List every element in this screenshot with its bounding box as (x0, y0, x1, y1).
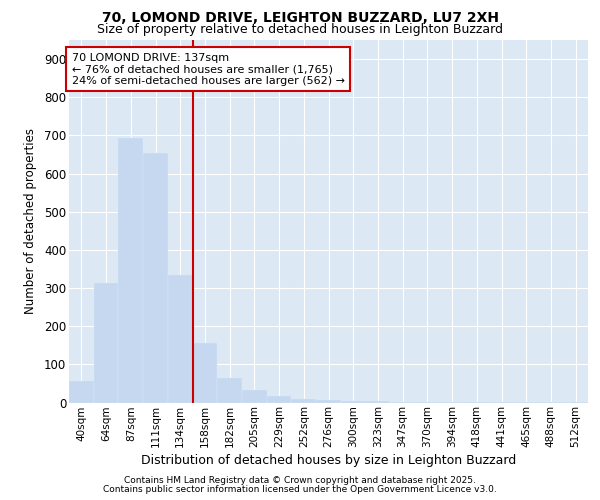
Bar (193, 344, 217, 402)
Bar (292, 398, 316, 402)
Bar (118, 138, 143, 402)
Text: Size of property relative to detached houses in Leighton Buzzard: Size of property relative to detached ho… (97, 22, 503, 36)
Y-axis label: Number of detached properties: Number of detached properties (24, 128, 37, 314)
Text: 70 LOMOND DRIVE: 137sqm
← 76% of detached houses are smaller (1,765)
24% of semi: 70 LOMOND DRIVE: 137sqm ← 76% of detache… (71, 52, 344, 86)
Bar (217, 378, 242, 402)
X-axis label: Distribution of detached houses by size in Leighton Buzzard: Distribution of detached houses by size … (141, 454, 516, 468)
Bar (267, 396, 292, 402)
Text: Contains public sector information licensed under the Open Government Licence v3: Contains public sector information licen… (103, 484, 497, 494)
Bar (242, 390, 267, 402)
Bar (69, 381, 94, 402)
Text: 70, LOMOND DRIVE, LEIGHTON BUZZARD, LU7 2XH: 70, LOMOND DRIVE, LEIGHTON BUZZARD, LU7 … (101, 11, 499, 25)
Bar (316, 400, 341, 402)
Bar (94, 284, 118, 403)
Text: Contains HM Land Registry data © Crown copyright and database right 2025.: Contains HM Land Registry data © Crown c… (124, 476, 476, 485)
Bar (168, 274, 193, 402)
Bar (143, 152, 168, 402)
